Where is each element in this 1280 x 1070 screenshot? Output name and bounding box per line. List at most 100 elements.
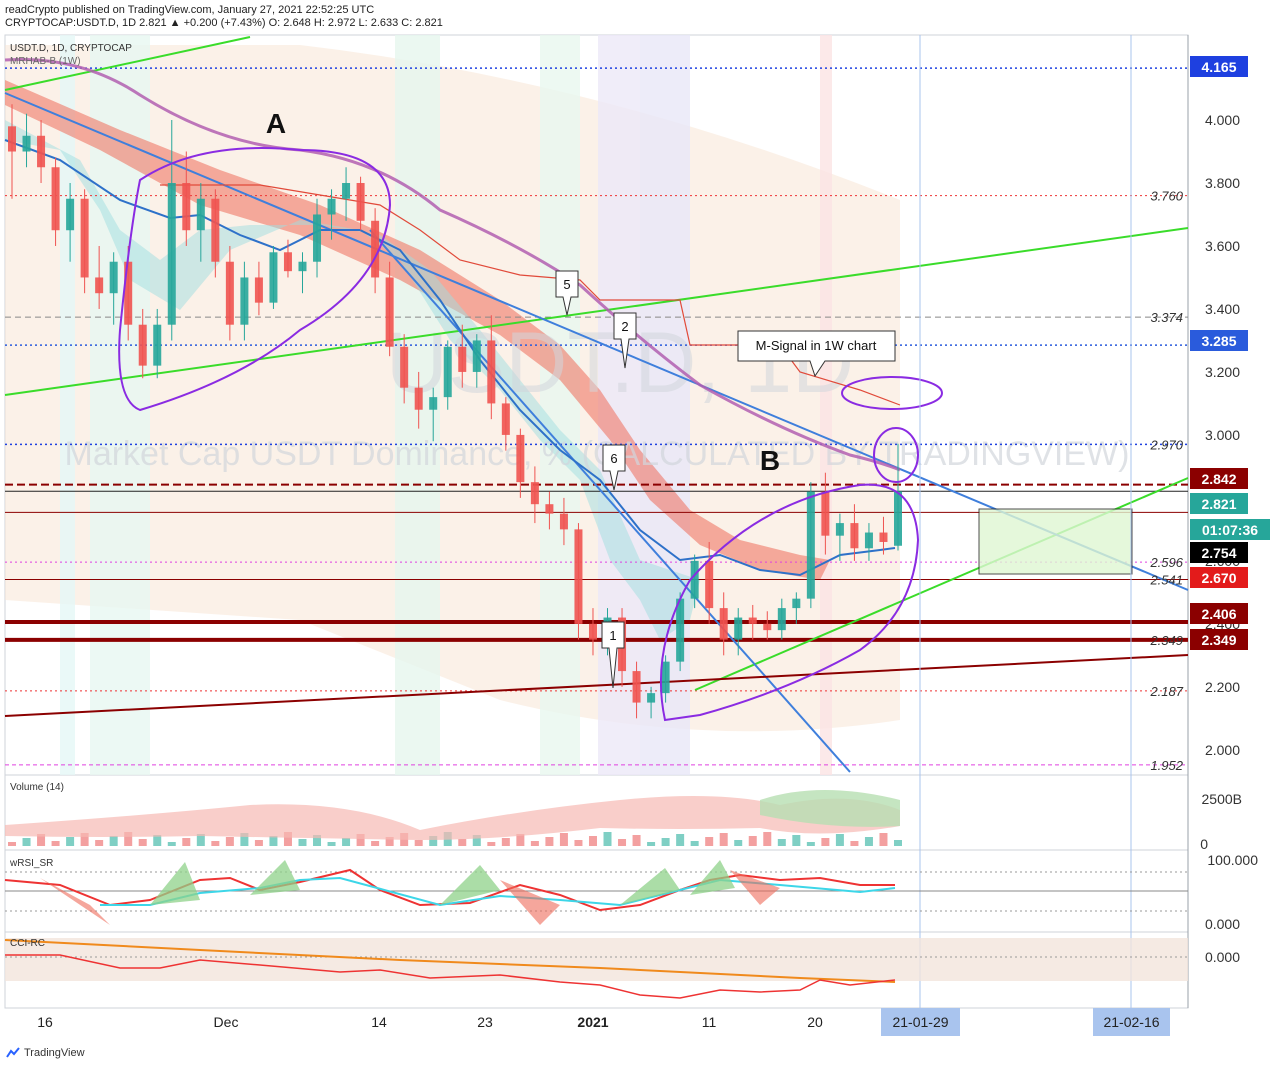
candle-body	[472, 340, 481, 372]
candle-body	[124, 261, 133, 325]
volume-bar	[705, 837, 714, 846]
price-tag	[1190, 629, 1248, 650]
candle-body	[821, 491, 830, 536]
volume-bar	[313, 835, 322, 846]
price-tag	[1190, 567, 1248, 588]
volume-bar	[690, 841, 699, 846]
volume-bar	[211, 841, 220, 846]
volume-bar	[530, 841, 539, 846]
candle-body	[559, 513, 568, 530]
volume-pane-label: Volume (14)	[10, 782, 64, 793]
volume-bar	[559, 833, 568, 846]
volume-bar	[225, 837, 234, 846]
wrsi-y-tick: 0.000	[1205, 916, 1240, 932]
y-tick-label: 3.000	[1205, 427, 1240, 443]
volume-bar	[879, 833, 888, 846]
candle-body	[327, 198, 336, 215]
candle-body	[632, 671, 641, 703]
level-label: 1.952	[1150, 758, 1183, 773]
volume-bar	[864, 837, 873, 846]
volume-bar	[676, 834, 685, 846]
cci-y-tick: 0.000	[1205, 949, 1240, 965]
date-tag	[1093, 1008, 1170, 1036]
volume-y-tick: 0	[1200, 836, 1208, 852]
candle-body	[109, 261, 118, 294]
annotation-circle-msignal	[841, 376, 943, 410]
volume-bar	[138, 839, 147, 846]
symbol-ohlc-line: CRYPTOCAP:USDT.D, 1D 2.821 ▲ +0.200 (+7.…	[5, 17, 443, 29]
level-label: 2.596	[1149, 555, 1183, 570]
cci-red-line	[5, 954, 896, 999]
level-label: 2.349	[1149, 633, 1183, 648]
y-tick-label: 2.200	[1205, 679, 1240, 695]
callout-2-bubble	[613, 312, 637, 369]
candle-body	[676, 598, 685, 662]
volume-bar	[385, 837, 394, 846]
candle-body	[516, 434, 525, 483]
price-tag-label: 2.670	[1201, 570, 1236, 586]
candle-body	[167, 183, 176, 325]
candle-body	[283, 252, 292, 272]
volume-bar	[661, 838, 670, 846]
x-tick-label: Dec	[214, 1014, 239, 1030]
volume-y-tick: 2500B	[1202, 791, 1242, 807]
candle-body	[777, 608, 786, 631]
candle-body	[763, 623, 772, 631]
volume-bar	[8, 842, 16, 846]
callout-1-bubble	[601, 621, 625, 689]
volume-bar	[734, 840, 743, 846]
cci-pane-label: CCI-RC	[10, 938, 45, 949]
candle-body	[254, 277, 263, 303]
candle-body	[196, 198, 205, 231]
volume-bar	[182, 838, 191, 846]
y-tick-label: 2.000	[1205, 742, 1240, 758]
volume-bar	[342, 838, 351, 846]
wrsi-green-wedges	[150, 860, 735, 905]
price-tag-label: 2.349	[1201, 632, 1236, 648]
volume-bar	[777, 839, 786, 846]
teal-band	[5, 120, 700, 640]
candle-body	[356, 183, 365, 221]
candle-body	[545, 504, 554, 514]
volume-bar	[618, 839, 627, 846]
candle-body	[313, 214, 322, 262]
x-tick-label: 14	[371, 1014, 387, 1030]
brand-label: TradingView	[24, 1047, 85, 1059]
volume-bar	[472, 835, 481, 846]
candle-body	[51, 167, 60, 231]
volume-bar	[254, 840, 263, 846]
candle-body	[80, 198, 89, 278]
annotation-circle-a	[118, 147, 392, 412]
tradingview-logo-icon	[6, 1047, 20, 1058]
volume-bar	[545, 837, 554, 846]
candle-body	[487, 340, 496, 404]
volume-bar	[603, 832, 612, 846]
candle-body	[240, 277, 249, 325]
price-tag-label: 2.406	[1201, 606, 1236, 622]
volume-bar	[632, 835, 641, 846]
y-tick-label: 3.600	[1205, 238, 1240, 254]
volume-bar	[850, 841, 859, 846]
volume-bar	[763, 832, 772, 846]
volume-bar	[356, 834, 365, 846]
volume-cloud-green	[760, 790, 900, 827]
candle-body	[269, 252, 278, 303]
volume-bar	[298, 839, 307, 846]
price-tag	[1190, 493, 1248, 514]
price-tag-label: 2.842	[1201, 471, 1236, 487]
volume-bar	[327, 842, 336, 846]
cci-orange-line	[4, 939, 896, 983]
publisher-header: readCrypto published on TradingView.com,…	[5, 4, 443, 30]
volume-bar	[51, 841, 60, 846]
date-tag-label: 21-02-16	[1103, 1014, 1159, 1030]
candle-body	[138, 324, 147, 366]
cci-band	[5, 938, 1188, 981]
volume-bar	[240, 833, 249, 846]
wrsi-pane-label: wRSI_SR	[10, 858, 54, 869]
candle-body	[22, 135, 31, 152]
level-label: 3.374	[1150, 310, 1183, 325]
volume-bar	[516, 834, 525, 846]
volume-bar	[80, 833, 89, 846]
